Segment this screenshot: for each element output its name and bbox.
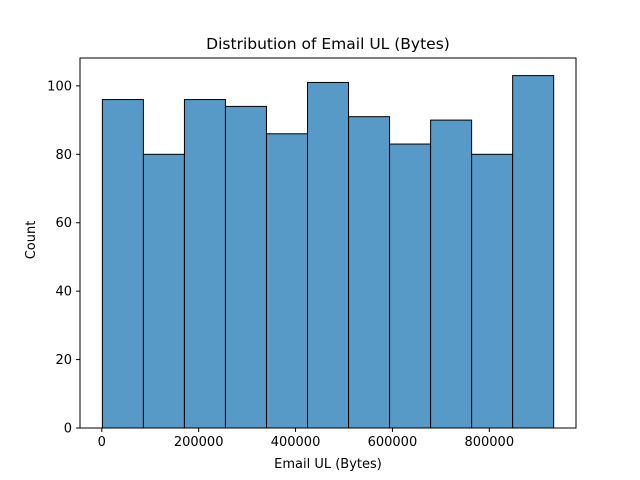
x-tick-label: 600000: [368, 435, 418, 450]
y-tick-label: 20: [55, 353, 72, 368]
histogram-bar: [142, 153, 185, 429]
y-tick-label: 80: [55, 148, 72, 163]
histogram-bar: [183, 99, 226, 429]
x-tick-label: 800000: [464, 435, 514, 450]
histogram-bar: [471, 153, 514, 429]
histogram-bar: [307, 81, 350, 429]
x-axis-ticks: 0 200000 400000 600000 800000: [98, 428, 514, 450]
y-tick-label: 40: [55, 285, 72, 300]
x-axis-label: Email UL (Bytes): [274, 457, 382, 472]
y-tick-label: 0: [64, 422, 72, 437]
plot-frame: [79, 57, 577, 429]
x-tick-label: 200000: [174, 435, 224, 450]
histogram-bar: [224, 105, 267, 429]
bars-group: [101, 75, 555, 429]
x-tick-label: 400000: [271, 435, 321, 450]
histogram-bar: [512, 75, 555, 429]
histogram-bar: [101, 99, 144, 429]
y-tick-label: 60: [55, 216, 72, 231]
x-tick-label: 0: [98, 435, 106, 450]
histogram-bar: [430, 119, 473, 429]
y-tick-label: 100: [47, 79, 72, 94]
chart-title: Distribution of Email UL (Bytes): [206, 35, 450, 53]
histogram-bar: [389, 143, 432, 429]
y-axis-label: Count: [24, 221, 39, 260]
histogram-bar: [265, 133, 309, 429]
histogram-bar: [348, 116, 391, 429]
y-axis-ticks: 0 20 40 60 80 100: [47, 79, 80, 437]
